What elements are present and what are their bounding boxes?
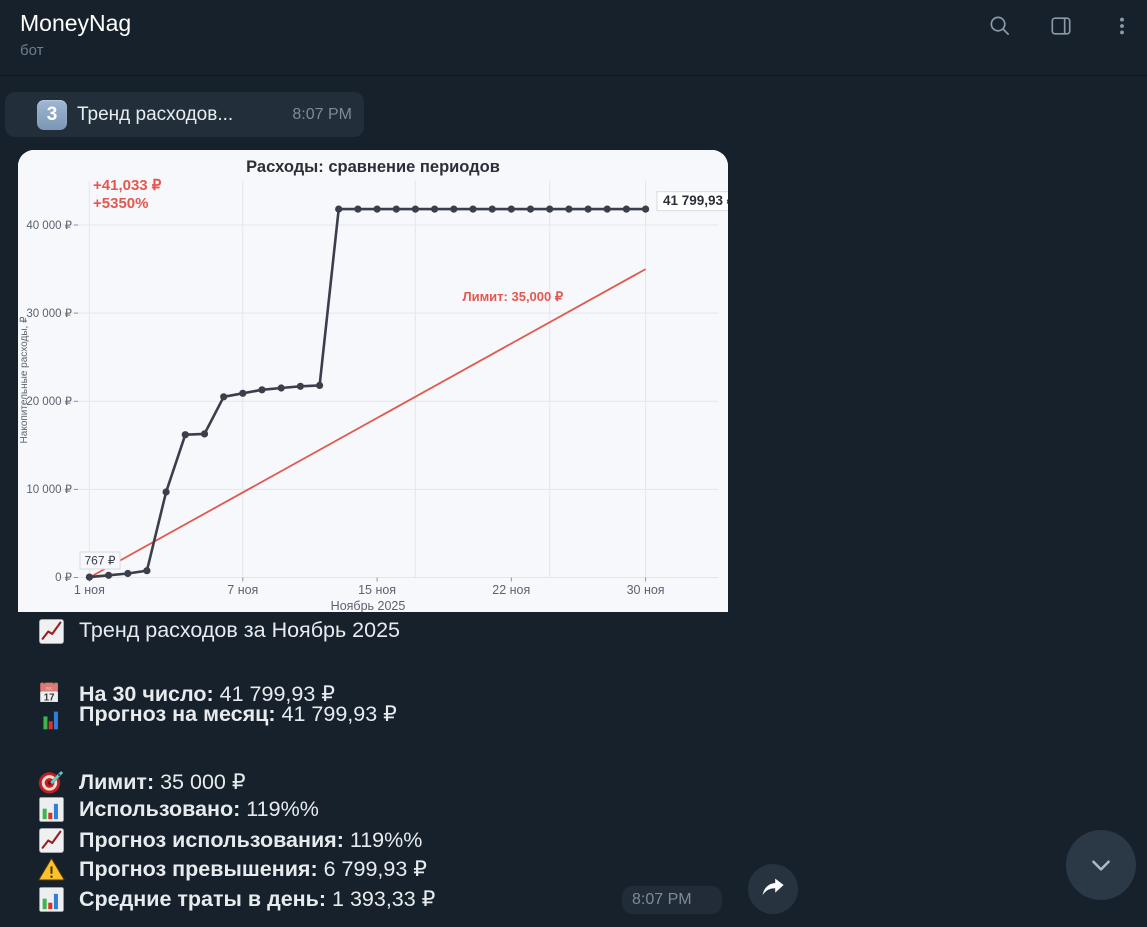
svg-text:0 ₽: 0 ₽ [55,572,73,584]
svg-text:+41,033 ₽: +41,033 ₽ [93,177,162,194]
svg-text:10 000 ₽: 10 000 ₽ [26,484,72,496]
svg-text:Расходы: сравнение периодов: Расходы: сравнение периодов [246,158,500,176]
svg-text:30 ноя: 30 ноя [627,583,665,597]
svg-text:41 799,93 ₽: 41 799,93 ₽ [663,193,728,208]
svg-text:30 000 ₽: 30 000 ₽ [26,308,72,320]
svg-text:15 ноя: 15 ноя [358,583,396,597]
svg-text:767 ₽: 767 ₽ [85,554,116,568]
svg-text:JUL: JUL [46,685,54,690]
svg-text:Лимит: 35,000 ₽: Лимит: 35,000 ₽ [462,289,563,304]
svg-text:7 ноя: 7 ноя [227,583,258,597]
svg-text:20 000 ₽: 20 000 ₽ [26,396,72,408]
svg-text:+5350%: +5350% [93,195,148,212]
svg-text:22 ноя: 22 ноя [492,583,530,597]
svg-text:17: 17 [44,692,55,703]
svg-text:Накопительные расходы, ₽: Накопительные расходы, ₽ [19,316,30,444]
svg-text:40 000 ₽: 40 000 ₽ [26,220,72,232]
svg-text:Ноябрь 2025: Ноябрь 2025 [331,599,406,612]
svg-text:1 ноя: 1 ноя [74,583,105,597]
